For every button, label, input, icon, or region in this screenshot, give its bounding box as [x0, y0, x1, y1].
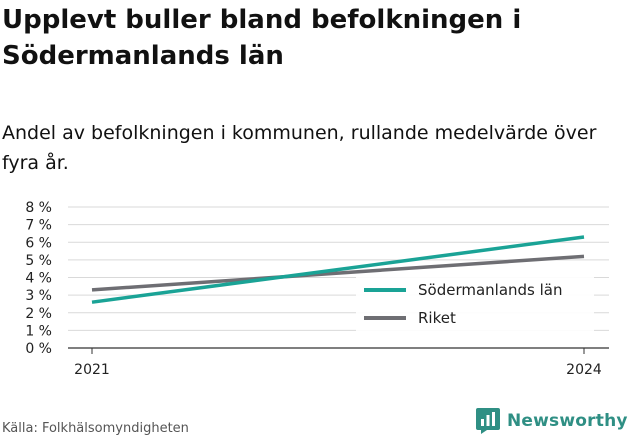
x-tick-label: 2021	[74, 362, 110, 378]
newsworthy-logo-icon	[476, 408, 500, 434]
brand-name: Newsworthy	[507, 411, 628, 431]
series-line	[91, 254, 585, 292]
chart-title: Upplevt buller bland befolkningen i Söde…	[2, 5, 522, 71]
legend-box	[356, 275, 594, 333]
y-tick-label: 2 %	[25, 306, 52, 322]
x-tick-label: 2024	[566, 362, 602, 378]
brand-logo: Newsworthy	[475, 406, 628, 436]
line-chart: 0 % 1 %2 % 3 %4 % 5 % 6 %7 % 8 % 2021 2024 Söder…	[25, 200, 609, 378]
legend-label: Södermanlands län	[418, 281, 563, 299]
y-tick-label: 4 %	[25, 271, 52, 287]
legend-label: Riket	[418, 309, 456, 327]
source-note: Källa: Folkhälsomyndigheten	[2, 421, 189, 436]
y-tick-label: 6 %	[25, 235, 52, 251]
y-tick-label: 3 %	[25, 288, 52, 304]
y-tick-label: 8 %	[25, 200, 52, 216]
y-tick-label: 0 %	[25, 341, 52, 357]
y-tick-label: 5 %	[25, 253, 52, 269]
y-tick-label: 7 %	[25, 218, 52, 234]
series-line	[91, 235, 585, 304]
chart-subtitle: Andel av befolkningen i kommunen, rullan…	[2, 122, 597, 174]
y-tick-label: 1 %	[25, 323, 52, 339]
